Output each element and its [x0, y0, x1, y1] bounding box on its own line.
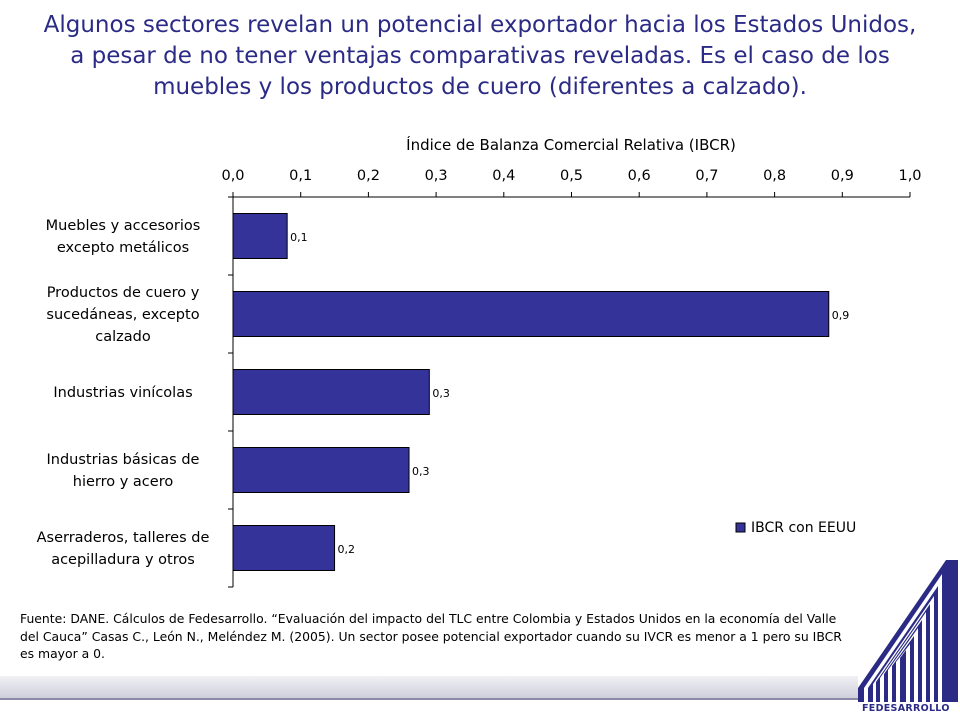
- page-title: Algunos sectores revelan un potencial ex…: [43, 12, 917, 100]
- source-note: Fuente: DANE. Cálculos de Fedesarrollo. …: [20, 611, 842, 661]
- x-tick-label: 0,5: [560, 168, 583, 184]
- bar: [232, 213, 288, 259]
- category-label: sucedáneas, excepto: [46, 307, 199, 323]
- category-label: calzado: [95, 329, 151, 345]
- bar: [232, 291, 830, 337]
- legend-swatch: [735, 522, 746, 533]
- logo-text: FEDESARROLLO: [862, 703, 950, 714]
- bar: [232, 447, 410, 493]
- data-label: 0,3: [412, 465, 430, 478]
- x-tick-label: 0,9: [831, 168, 854, 184]
- data-label: 0,3: [432, 387, 450, 400]
- data-label: 0,9: [832, 309, 850, 322]
- category-label: excepto metálicos: [57, 240, 189, 256]
- category-label: Aserraderos, talleres de: [37, 530, 210, 546]
- x-tick-label: 0,3: [425, 168, 448, 184]
- category-label: hierro y acero: [73, 474, 174, 490]
- x-tick-label: 0,4: [492, 168, 515, 184]
- category-label: Productos de cuero y: [47, 285, 200, 301]
- legend-label: IBCR con EEUU: [751, 520, 856, 536]
- bar-chart: Índice de Balanza Comercial Relativa (IB…: [37, 135, 922, 588]
- x-tick-label: 0,8: [763, 168, 786, 184]
- x-tick-label: 0,0: [221, 168, 244, 184]
- bar: [232, 525, 336, 571]
- category-label: Industrias vinícolas: [53, 385, 192, 401]
- data-label: 0,2: [338, 543, 356, 556]
- fedesarrollo-logo: [858, 560, 958, 702]
- category-label: Muebles y accesorios: [46, 218, 201, 234]
- footer-line: [0, 698, 858, 700]
- data-label: 0,1: [290, 231, 308, 244]
- x-tick-label: 0,2: [357, 168, 380, 184]
- footer-band: [0, 676, 858, 698]
- category-label: Industrias básicas de: [47, 452, 200, 468]
- x-tick-label: 0,7: [695, 168, 718, 184]
- x-tick-label: 1,0: [898, 168, 921, 184]
- chart-title: Índice de Balanza Comercial Relativa (IB…: [406, 135, 736, 154]
- category-label: acepilladura y otros: [51, 552, 195, 568]
- x-tick-label: 0,1: [289, 168, 312, 184]
- x-tick-label: 0,6: [628, 168, 651, 184]
- bar: [232, 369, 430, 415]
